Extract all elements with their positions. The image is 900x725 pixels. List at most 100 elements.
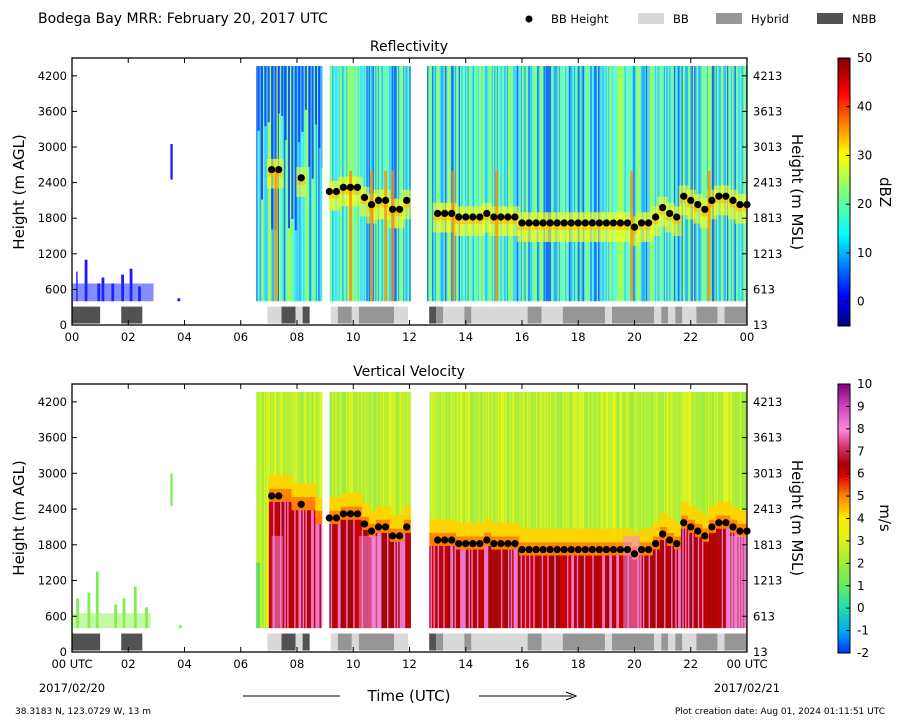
bb-height-point xyxy=(367,527,376,535)
bb-height-point xyxy=(680,192,688,200)
bb-height-point xyxy=(659,203,667,212)
bb-height-point xyxy=(701,532,709,540)
bb-type-segment xyxy=(337,306,352,324)
bb-height-point xyxy=(525,545,533,554)
y-tick-label: 0 xyxy=(60,318,67,332)
bb-type-segment xyxy=(661,306,669,324)
bb-type-segment xyxy=(696,633,718,651)
colorbar-tick-label: 5 xyxy=(857,489,865,503)
bb-type-segment xyxy=(267,633,282,651)
y-tick-label: 3600 xyxy=(38,104,67,118)
bb-type-segment xyxy=(654,633,662,651)
x-tick-label: 04 xyxy=(177,657,192,671)
legend-bb-swatch xyxy=(638,13,664,24)
bb-height-point xyxy=(490,540,498,548)
bb-height-point xyxy=(616,219,625,227)
x-tick-label: 04 xyxy=(177,330,192,344)
bb-type-segment xyxy=(429,633,437,651)
bb-height-point xyxy=(715,192,723,200)
y-tick-label: 0 xyxy=(60,645,67,659)
y-tick-label: 3000 xyxy=(38,140,67,154)
bb-height-point xyxy=(708,196,716,204)
bb-type-segment xyxy=(302,306,310,324)
bb-type-segment xyxy=(464,306,472,324)
bb-height-point xyxy=(546,545,554,554)
bb-height-point xyxy=(381,523,390,531)
bb-height-point xyxy=(729,523,737,531)
bb-type-segment xyxy=(436,306,444,324)
bb-type-segment xyxy=(394,633,409,651)
velocity-title: Vertical Velocity xyxy=(353,364,465,380)
bb-height-point xyxy=(588,219,596,227)
x-tick-label: 14 xyxy=(458,657,473,671)
x-tick-label: 22 xyxy=(683,657,698,671)
bb-height-point xyxy=(532,219,540,227)
bb-height-point xyxy=(360,520,369,528)
bb-height-point xyxy=(497,213,505,221)
colorbar-tick-label: 20 xyxy=(857,197,872,211)
bb-height-point xyxy=(490,213,498,221)
x-tick-label: 06 xyxy=(233,657,248,671)
bb-type-segment xyxy=(471,633,528,651)
reflectivity-title: Reflectivity xyxy=(370,39,448,55)
y-tick-label: 3000 xyxy=(38,466,67,480)
bb-type-segment xyxy=(121,633,143,651)
bb-type-segment xyxy=(295,633,303,651)
bb-type-segment xyxy=(337,633,352,651)
bb-type-segment xyxy=(675,306,683,324)
x-axis-label: Time (UTC) xyxy=(367,687,451,705)
bb-height-point xyxy=(360,193,369,202)
bb-height-point xyxy=(637,545,646,554)
bb-type-segment xyxy=(612,306,655,324)
figure-title: Bodega Bay MRR: February 20, 2017 UTC xyxy=(38,11,328,27)
legend-hybrid-label: Hybrid xyxy=(751,12,789,26)
reflectivity-colorbar xyxy=(837,57,851,327)
velocity-bb-height-dots xyxy=(268,492,751,558)
bb-type-segment xyxy=(724,633,747,651)
bb-type-segment xyxy=(724,306,747,324)
reflectivity-bb-height-dots xyxy=(268,165,751,231)
bb-height-point xyxy=(353,510,362,518)
colorbar-tick-label: 7 xyxy=(857,444,865,458)
bb-type-segment xyxy=(604,633,612,651)
bb-type-segment xyxy=(394,306,409,324)
x-tick-label: 20 xyxy=(627,657,642,671)
reflectivity-colorbar-ticks: 0 10 20 30 40 50 xyxy=(846,51,872,309)
colorbar-tick-label: 0 xyxy=(857,295,865,309)
y-tick-label: 1800 xyxy=(38,211,67,225)
bb-height-point xyxy=(389,205,397,213)
bb-type-segment xyxy=(443,306,465,324)
x-tick-label: 18 xyxy=(571,657,586,671)
bb-height-point xyxy=(504,540,512,548)
bb-type-segment xyxy=(696,306,718,324)
bb-height-point xyxy=(651,213,660,221)
bb-type-segment xyxy=(562,633,605,651)
bb-height-point xyxy=(339,510,348,518)
bb-type-segment xyxy=(358,306,395,324)
y-tick-label-right: 13 xyxy=(753,645,768,659)
reflectivity-ylabel: Height (m AGL) xyxy=(10,134,28,249)
colorbar-tick-label: 6 xyxy=(857,467,865,481)
y-tick-label: 600 xyxy=(45,609,67,623)
bb-height-point xyxy=(644,219,653,227)
bb-height-point xyxy=(518,545,526,554)
colorbar-tick-label: 8 xyxy=(857,422,865,436)
y-tick-label-right: 4213 xyxy=(753,69,782,83)
bb-height-point xyxy=(680,519,688,527)
bb-type-segment xyxy=(72,306,101,324)
colorbar-tick-label: -2 xyxy=(857,646,869,660)
reflectivity-field xyxy=(72,66,747,308)
bb-type-segment xyxy=(351,306,359,324)
bb-height-point xyxy=(367,200,376,209)
bb-height-point xyxy=(476,213,484,221)
bb-height-point xyxy=(448,209,456,218)
reflectivity-panel: Reflectivity 00 02 04 06 08 10 12 14 16 18 20 22 000… xyxy=(10,39,894,344)
bb-height-point xyxy=(588,545,596,554)
reflectivity-bb-type-bar xyxy=(72,301,747,324)
bb-height-point xyxy=(666,536,674,544)
bb-height-point xyxy=(483,536,491,544)
x-tick-label: 10 xyxy=(346,330,361,344)
bb-height-point xyxy=(729,196,737,204)
bb-height-point xyxy=(715,519,723,527)
